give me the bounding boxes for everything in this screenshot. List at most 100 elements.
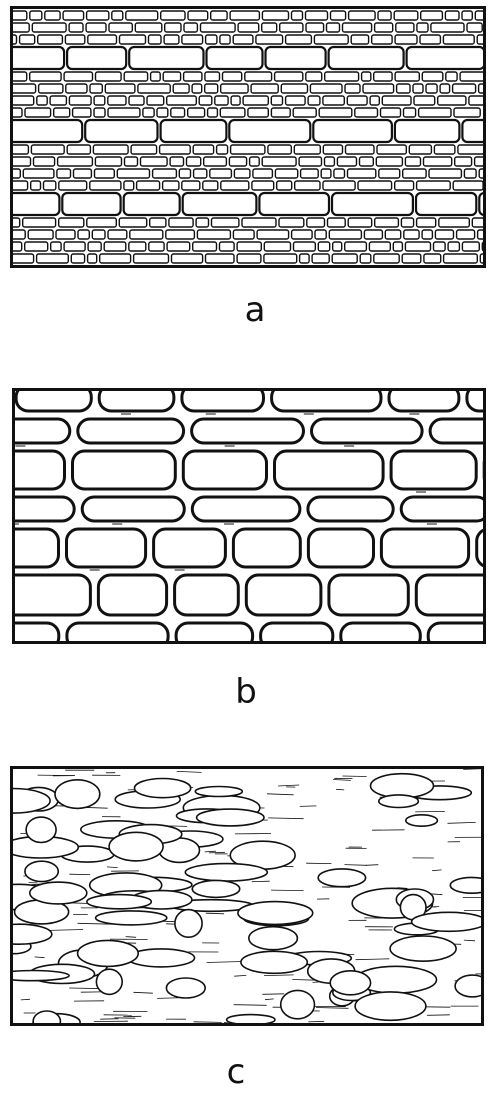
block-stone — [190, 495, 302, 523]
block-stone — [96, 573, 169, 617]
small-stone — [421, 71, 444, 82]
hatch-line — [268, 817, 304, 820]
small-stone — [304, 10, 329, 21]
small-stone — [65, 83, 88, 94]
large-stone — [327, 45, 405, 71]
panel-c-masonry-pattern — [10, 766, 484, 1026]
hatch-line — [365, 864, 379, 866]
small-stone — [394, 71, 421, 82]
small-stone — [192, 168, 208, 179]
large-stone — [65, 45, 128, 71]
small-stone — [474, 10, 483, 21]
small-stone — [149, 71, 161, 82]
small-stone — [242, 95, 270, 106]
small-stone — [270, 107, 291, 118]
small-stone — [13, 229, 26, 240]
small-stone — [357, 180, 393, 191]
block-stone — [379, 527, 471, 569]
small-stone — [13, 95, 35, 106]
small-stone — [204, 253, 235, 264]
hatch-line — [37, 774, 75, 776]
small-stone — [237, 22, 260, 33]
block-stone — [327, 573, 410, 617]
small-stone — [70, 253, 86, 264]
small-stone — [359, 253, 372, 264]
small-stone — [415, 217, 437, 228]
small-stone — [50, 241, 62, 252]
small-stone — [347, 217, 373, 228]
small-stone — [169, 156, 185, 167]
small-stone — [215, 144, 229, 155]
small-stone — [229, 10, 261, 21]
block-stone — [475, 528, 483, 568]
hatch-line — [206, 961, 243, 963]
small-stone — [92, 144, 129, 155]
small-stone — [198, 95, 213, 106]
hatch-line — [133, 991, 153, 994]
small-stone — [373, 71, 393, 82]
small-stone — [72, 168, 93, 179]
small-stone — [146, 95, 165, 106]
panel-a-masonry-pattern — [10, 6, 486, 268]
small-stone — [185, 156, 202, 167]
small-stone — [22, 168, 55, 179]
small-stone — [273, 71, 304, 82]
hatch-line — [251, 880, 270, 883]
large-stone — [312, 118, 393, 144]
small-stone — [374, 217, 400, 228]
hatch-line — [234, 975, 247, 977]
hatch-line — [266, 793, 294, 796]
small-stone — [290, 10, 304, 21]
small-stone — [89, 180, 122, 191]
small-stone — [192, 144, 215, 155]
small-stone — [442, 34, 475, 45]
small-stone — [13, 253, 35, 264]
hatch-line — [432, 869, 442, 872]
large-stone — [13, 45, 66, 71]
small-stone — [183, 22, 199, 33]
rubble-stone — [410, 911, 481, 933]
small-stone — [44, 10, 61, 21]
hatch-line — [332, 779, 351, 781]
small-stone — [181, 34, 204, 45]
small-stone — [68, 95, 92, 106]
block-stone — [80, 495, 186, 523]
block-stone — [231, 527, 302, 569]
small-stone — [85, 22, 107, 33]
rubble-stone — [86, 893, 153, 910]
rubble-stone — [32, 1010, 62, 1023]
small-stone — [430, 22, 465, 33]
rubble-stone — [184, 862, 269, 882]
small-stone — [402, 107, 417, 118]
rubble-stone — [24, 860, 60, 883]
rubble-stone — [329, 970, 372, 996]
hatch-line — [100, 1018, 119, 1020]
small-stone — [438, 217, 470, 228]
large-stone — [264, 45, 327, 71]
small-stone — [459, 71, 483, 82]
small-stone — [422, 156, 453, 167]
small-stone — [261, 10, 290, 21]
large-stone — [258, 191, 331, 217]
small-stone — [107, 95, 127, 106]
small-stone — [93, 107, 106, 118]
small-stone — [241, 217, 277, 228]
panel-a-label: a — [244, 290, 266, 330]
small-stone — [299, 168, 319, 179]
small-stone — [156, 107, 169, 118]
small-stone — [187, 10, 209, 21]
hatch-line — [447, 822, 476, 824]
small-stone — [336, 156, 358, 167]
small-stone — [170, 253, 204, 264]
large-stone — [393, 118, 461, 144]
small-stone — [333, 168, 346, 179]
hatch-line — [262, 993, 285, 995]
small-stone — [416, 22, 429, 33]
block-stone — [97, 391, 176, 413]
rubble-stone — [94, 910, 168, 926]
small-stone — [322, 144, 344, 155]
small-stone — [402, 168, 427, 179]
block-stone — [310, 417, 424, 445]
large-stone — [13, 118, 84, 144]
block-stone — [306, 527, 375, 569]
